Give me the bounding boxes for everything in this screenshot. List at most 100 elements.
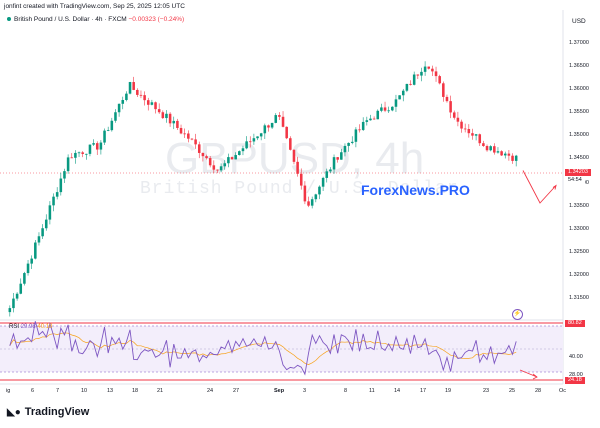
candle-body: [41, 228, 44, 237]
candle-body: [252, 138, 256, 142]
candle-body: [85, 153, 88, 155]
candle-body: [212, 165, 216, 170]
candle-body: [423, 66, 427, 72]
time-tick: 7: [56, 388, 59, 394]
candle-body: [270, 122, 274, 128]
market-status-icon: [7, 17, 11, 22]
rsi-ma-line: [9, 332, 517, 365]
candle-body: [190, 138, 194, 140]
candle-body: [401, 90, 405, 96]
candle-body: [77, 152, 81, 154]
candle-body: [278, 115, 281, 117]
candle-body: [303, 185, 307, 202]
candle-body: [281, 116, 285, 127]
candle-body: [81, 152, 84, 154]
candle-body: [154, 102, 157, 110]
price-tick: 1.31500: [569, 295, 589, 301]
candle-body: [150, 102, 154, 105]
candle-body: [103, 130, 106, 143]
symbol-legend: British Pound / U.S. Dollar · 4h · FXCM …: [7, 16, 184, 23]
time-tick: 19: [445, 388, 451, 394]
candle-body: [201, 152, 205, 157]
price-tick: 1.35000: [569, 132, 589, 138]
candle-body: [321, 177, 325, 187]
candle-body: [420, 71, 423, 76]
candle-body: [442, 83, 445, 97]
time-tick: 11: [369, 388, 375, 394]
candle-body: [511, 155, 514, 161]
candle-body: [234, 155, 237, 160]
time-axis[interactable]: ig 6 7 10 13 18 21 24 27 Sep 3 8 11 14 1…: [6, 388, 566, 394]
candle-body: [136, 89, 139, 95]
candle-body: [34, 242, 37, 259]
candle-body: [376, 110, 380, 120]
countdown-tag: 54:54: [565, 177, 585, 184]
time-tick: 24: [207, 388, 213, 394]
brand-overlay: ForexNews.PRO: [361, 182, 470, 198]
candle-body: [194, 139, 197, 145]
chart-credit: jonfint created with TradingView.com, Se…: [4, 3, 185, 10]
candle-body: [514, 155, 518, 161]
time-tick-month: Sep: [274, 388, 285, 394]
time-tick: ig: [6, 388, 10, 394]
price-tick: 1.37000: [569, 40, 589, 46]
tradingview-logo-icon: ◣●: [7, 407, 21, 418]
candle-body: [336, 157, 339, 160]
candle-body: [92, 143, 95, 145]
candle-body: [409, 83, 412, 85]
candle-body: [325, 171, 329, 178]
candle-body: [361, 121, 365, 130]
candle-body: [332, 157, 336, 170]
lightning-icon[interactable]: ⚡: [512, 309, 523, 320]
tradingview-logo[interactable]: ◣● TradingView: [7, 406, 89, 418]
candle-body: [369, 118, 372, 121]
candle-body: [347, 142, 350, 146]
candle-body: [197, 144, 201, 153]
candle-body: [456, 117, 460, 122]
rsi-name: RSI: [9, 324, 20, 330]
candle-body: [44, 219, 48, 229]
candle-body: [23, 273, 26, 284]
rsi-legend[interactable]: RSI 29.98 40.18: [9, 324, 52, 330]
candle-body: [267, 125, 270, 128]
rsi-line: [9, 321, 517, 376]
candle-body: [478, 134, 482, 144]
time-tick: 14: [394, 388, 400, 394]
candle-body: [59, 178, 63, 193]
price-tick: 1.33000: [569, 226, 589, 232]
candle-body: [12, 298, 15, 309]
candle-body: [230, 157, 234, 160]
candle-body: [500, 151, 503, 156]
candle-body: [292, 149, 296, 162]
candle-body: [318, 186, 321, 195]
candle-body: [489, 146, 492, 151]
candle-body: [387, 110, 390, 112]
candle-body: [431, 68, 434, 72]
candle-body: [146, 100, 150, 105]
candle-body: [427, 66, 431, 69]
candle-body: [263, 125, 267, 134]
candle-body: [471, 133, 474, 136]
symbol-description[interactable]: British Pound / U.S. Dollar · 4h · FXCM: [14, 16, 127, 23]
candle-body: [117, 103, 121, 113]
candle-body: [285, 126, 288, 139]
candle-series[interactable]: [8, 61, 518, 317]
candle-body: [412, 74, 416, 85]
time-tick: 10: [81, 388, 87, 394]
price-tick: 1.33500: [569, 203, 589, 209]
candle-body: [449, 101, 452, 113]
candle-body: [165, 113, 168, 119]
candle-body: [354, 129, 358, 142]
candle-body: [30, 258, 33, 264]
candle-body: [296, 161, 299, 174]
candle-body: [125, 93, 128, 100]
candle-body: [88, 144, 92, 154]
rsi-ma-value: 40.18: [37, 324, 53, 330]
candle-body: [179, 127, 183, 134]
candle-body: [216, 169, 219, 171]
time-tick: 25: [509, 388, 515, 394]
candle-body: [241, 148, 245, 152]
candle-body: [15, 293, 19, 299]
rsi-lower-tag: 24.18: [565, 377, 585, 384]
